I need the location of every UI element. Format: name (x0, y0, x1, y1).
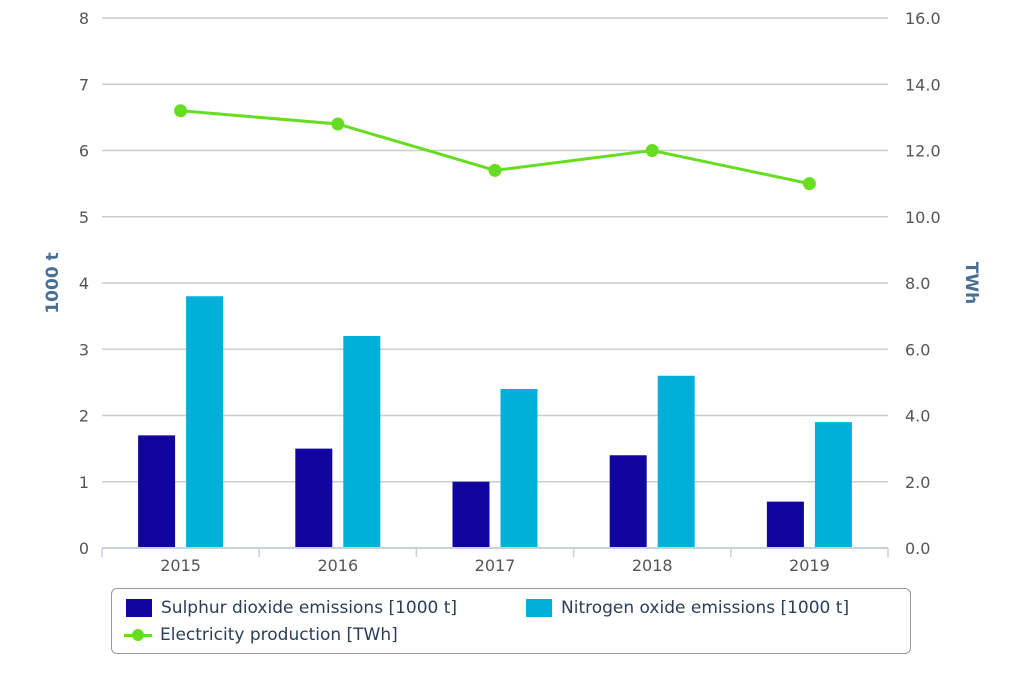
legend-label-nitrogen: Nitrogen oxide emissions [1000 t] (561, 598, 850, 618)
legend-item-sulphur[interactable]: Sulphur dioxide emissions [1000 t] (126, 598, 457, 618)
x-tick-label: 2016 (317, 556, 358, 575)
legend: Sulphur dioxide emissions [1000 t] Nitro… (111, 588, 911, 654)
bar-sulphur-2017 (452, 481, 490, 548)
right-tick-label: 12.0 (905, 142, 941, 161)
left-axis-title: 1000 t (43, 252, 63, 313)
left-tick-label: 5 (79, 208, 89, 227)
right-tick-label: 16.0 (905, 9, 941, 28)
bar-nitrogen-2017 (500, 389, 538, 548)
left-tick-label: 3 (79, 340, 89, 359)
bar-sulphur-2019 (766, 501, 804, 548)
legend-swatch-nitrogen (526, 599, 552, 617)
bar-sulphur-2016 (295, 448, 333, 548)
x-tick-label: 2015 (160, 556, 201, 575)
left-tick-label: 0 (79, 539, 89, 558)
x-tick-label: 2017 (475, 556, 516, 575)
right-tick-label: 10.0 (905, 208, 941, 227)
left-axis-ticks: 0 1 2 3 4 5 6 7 8 (79, 9, 89, 558)
left-tick-label: 4 (79, 274, 89, 293)
right-tick-label: 4.0 (905, 407, 930, 426)
right-axis-ticks: 0.0 2.0 4.0 6.0 8.0 10.0 12.0 14.0 16.0 (905, 9, 941, 558)
left-tick-label: 1 (79, 473, 89, 492)
gridlines (102, 17, 888, 483)
left-tick-label: 8 (79, 9, 89, 28)
x-tick-label: 2019 (789, 556, 830, 575)
bar-nitrogen-2015 (186, 296, 224, 548)
right-tick-label: 0.0 (905, 539, 930, 558)
electricity-point-2016 (331, 117, 345, 131)
legend-label-sulphur: Sulphur dioxide emissions [1000 t] (161, 598, 458, 618)
bar-nitrogen-2019 (814, 422, 852, 548)
electricity-point-2015 (174, 104, 188, 118)
bar-sulphur-2015 (138, 435, 176, 548)
x-tick-label: 2018 (632, 556, 673, 575)
left-tick-label: 2 (79, 407, 89, 426)
legend-item-electricity[interactable]: Electricity production [TWh] (124, 625, 398, 645)
bar-series (138, 296, 852, 548)
left-tick-label: 6 (79, 142, 89, 161)
combo-chart: 0 1 2 3 4 5 6 7 8 0.0 2.0 4.0 6.0 8.0 10.0 12.0 14.0 16.… (43, 9, 981, 575)
right-tick-label: 6.0 (905, 340, 930, 359)
bar-nitrogen-2018 (657, 375, 695, 548)
right-tick-label: 14.0 (905, 75, 941, 94)
legend-item-nitrogen[interactable]: Nitrogen oxide emissions [1000 t] (526, 598, 849, 618)
legend-label-electricity: Electricity production [TWh] (160, 625, 398, 645)
legend-swatch-sulphur (126, 599, 152, 617)
electricity-point-2019 (802, 177, 816, 191)
right-axis-title: TWh (961, 262, 981, 304)
line-series (174, 104, 816, 191)
left-tick-label: 7 (79, 75, 89, 94)
right-tick-label: 8.0 (905, 274, 930, 293)
x-axis: 2015 2016 2017 2018 2019 (101, 547, 889, 575)
bar-sulphur-2018 (609, 455, 647, 548)
right-tick-label: 2.0 (905, 473, 930, 492)
electricity-point-2017 (488, 163, 502, 177)
legend-swatch-electricity (124, 626, 152, 644)
bar-nitrogen-2016 (343, 336, 381, 548)
electricity-point-2018 (645, 144, 659, 157)
